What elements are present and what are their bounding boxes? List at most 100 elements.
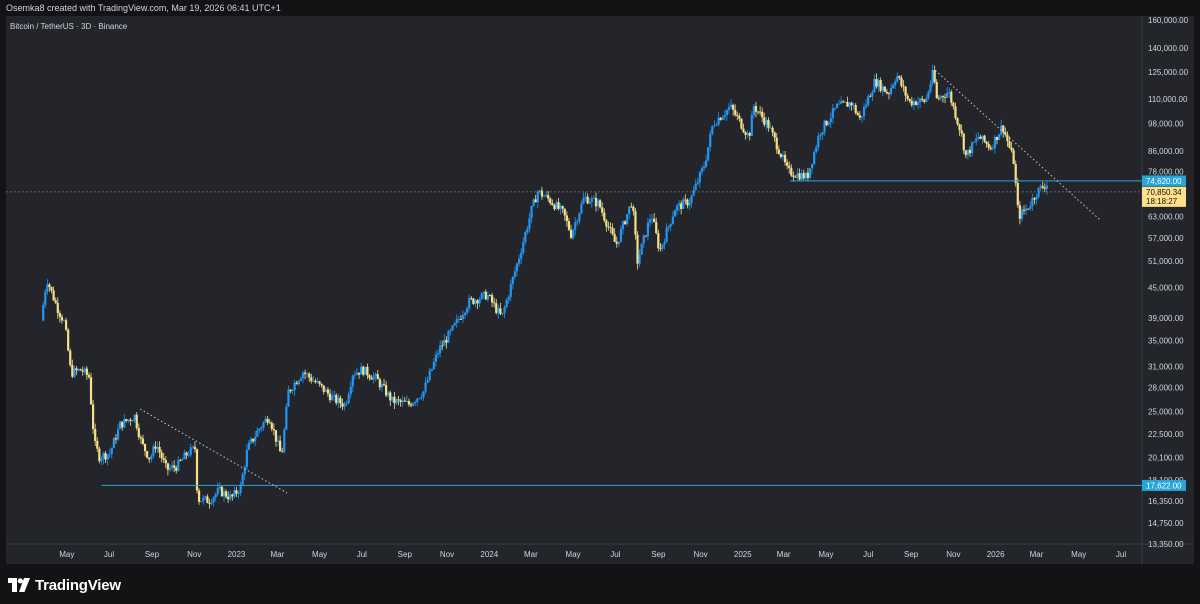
candle-body (946, 92, 949, 98)
candle-body (75, 368, 78, 371)
candle-body (815, 147, 818, 152)
candle-body (179, 459, 182, 461)
candle-body (484, 291, 487, 300)
candle-body (954, 106, 957, 119)
candle-body (898, 76, 901, 78)
candle-body (416, 398, 419, 402)
candle-body (92, 404, 95, 429)
candle-body (191, 446, 194, 448)
candle-body (482, 291, 485, 294)
candle-body (727, 107, 731, 111)
candle-body (486, 295, 490, 300)
candle-body (212, 497, 215, 503)
candle-body (362, 366, 365, 375)
candle-body (119, 421, 122, 429)
time-tick-label: Sep (904, 550, 919, 559)
candle-body (401, 400, 404, 402)
candle-body (94, 428, 97, 441)
candle-body (341, 403, 344, 407)
price-tick-label: 78,000.00 (1148, 168, 1184, 177)
candle-body (682, 199, 685, 209)
candle-body (790, 167, 793, 176)
candle-body (875, 79, 878, 87)
candle-body (233, 490, 236, 497)
candle-body (850, 102, 853, 106)
candle-body (493, 302, 496, 304)
chart-area[interactable] (6, 16, 1194, 564)
price-tick-label: 28,000.00 (1148, 384, 1184, 393)
candle-body (646, 222, 650, 237)
candle-body (370, 377, 373, 380)
candle-body (686, 199, 689, 206)
candle-body (407, 401, 411, 405)
candle-body (995, 136, 999, 141)
candle-body (748, 132, 751, 136)
candle-body (426, 380, 429, 383)
candle-body (692, 190, 695, 196)
candle-body (123, 419, 126, 428)
candle-body (316, 381, 319, 383)
candle-body (1037, 187, 1040, 197)
candle-body (474, 300, 477, 304)
price-tick-label: 31,000.00 (1148, 362, 1184, 371)
candle-body (152, 446, 155, 456)
candle-body (515, 263, 519, 272)
tradingview-logo[interactable]: TradingView (8, 576, 121, 594)
candle-body (669, 223, 672, 227)
candle-body (195, 449, 199, 491)
candle-body (808, 168, 812, 178)
candle-body (709, 133, 712, 148)
candle-body (590, 198, 593, 203)
candle-body (330, 395, 334, 401)
candle-body (214, 493, 217, 498)
candle-body (1041, 186, 1044, 188)
candle-body (892, 85, 895, 88)
candle-body (247, 442, 251, 450)
candle-body (528, 218, 531, 229)
candle-body (67, 329, 70, 351)
candle-body (328, 393, 332, 401)
time-tick-label: 2023 (228, 550, 246, 559)
candle-body (218, 486, 221, 489)
candle-body (542, 196, 546, 197)
candle-body (804, 172, 807, 179)
candle-body (572, 229, 575, 238)
candle-body (451, 325, 454, 331)
candle-body (779, 154, 783, 158)
candle-body (601, 207, 604, 213)
candle-body (197, 490, 201, 502)
current-price-label: 70,850.34 (1146, 188, 1182, 197)
candle-body (862, 106, 866, 117)
candle-body (613, 234, 616, 242)
candle-body (405, 401, 408, 402)
candle-body (607, 226, 610, 228)
time-tick-label: Sep (145, 550, 160, 559)
candle-body (293, 382, 296, 391)
candle-body (736, 114, 739, 117)
candle-body (306, 373, 309, 375)
candle-body (501, 312, 504, 314)
candle-body (740, 118, 743, 129)
candle-body (216, 488, 219, 494)
candle-body (414, 401, 417, 404)
candle-body (700, 168, 704, 173)
candle-body (962, 133, 965, 151)
candle-body (968, 149, 972, 154)
candle-body (881, 86, 884, 91)
candle-body (761, 111, 764, 118)
candle-body (204, 496, 207, 498)
candle-body (817, 135, 820, 148)
candle-body (985, 141, 988, 144)
candle-body (89, 377, 93, 405)
candle-body (100, 458, 103, 462)
candle-body (424, 382, 427, 392)
candle-body (763, 117, 766, 125)
candle-body (418, 398, 421, 400)
candle-body (569, 229, 573, 238)
candle-body (540, 190, 544, 197)
candle-body (262, 422, 265, 428)
candle-body (883, 86, 886, 92)
price-chart[interactable]: 160,000.00 140,000.00 125,000.00 110,000.00… (0, 0, 1200, 566)
candle-body (547, 194, 550, 199)
candle-body (412, 403, 415, 406)
